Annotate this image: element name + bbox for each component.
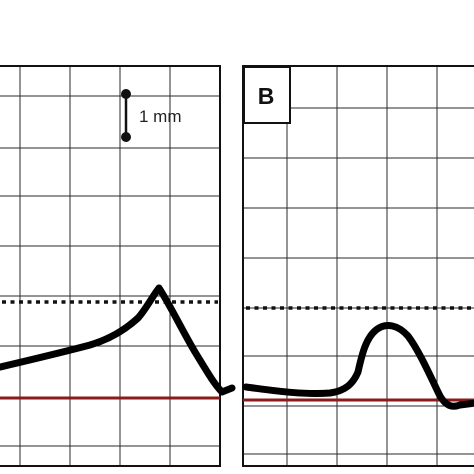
panel-a: 1 mm xyxy=(0,65,236,467)
panel-b-label: B xyxy=(258,83,275,109)
panel-a-trace xyxy=(0,284,236,396)
scale-bar-top-dot xyxy=(121,89,131,99)
panel-b-grid xyxy=(243,66,474,466)
panel-b-trace xyxy=(242,321,474,410)
scale-bar: 1 mm xyxy=(121,89,182,142)
panel-a-frame xyxy=(0,65,221,467)
panel-a-grid xyxy=(0,66,220,466)
panel-b: B xyxy=(242,65,474,467)
panel-b-label-box xyxy=(243,66,291,124)
panel-b-label-badge: B xyxy=(243,66,291,124)
scale-bar-label: 1 mm xyxy=(139,107,182,126)
scale-bar-bottom-dot xyxy=(121,132,131,142)
panel-b-frame xyxy=(242,65,474,467)
